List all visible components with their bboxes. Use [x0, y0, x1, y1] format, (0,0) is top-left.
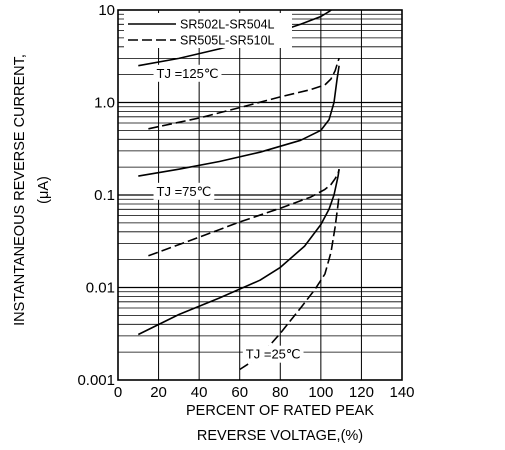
- legend-label: SR505L-SR510L: [180, 34, 275, 48]
- y-axis-title: INSTANTANEOUS REVERSE CURRENT,: [12, 54, 28, 326]
- x-tick-label: 140: [389, 384, 414, 401]
- y-axis-title: (μA): [36, 176, 52, 204]
- x-axis-title: PERCENT OF RATED PEAK: [186, 403, 374, 419]
- series-line-25c-dashed: [239, 194, 340, 371]
- grid-lines: [117, 9, 403, 381]
- series-lines: [137, 10, 340, 371]
- legend: SR502L-SR504L SR505L-SR510L: [124, 13, 292, 48]
- x-tick-label: 60: [231, 384, 248, 401]
- y-tick-label: 1.0: [94, 95, 115, 112]
- y-tick-label: 10: [98, 2, 115, 19]
- x-tick-label: 40: [191, 384, 208, 401]
- temperature-label: TJ =75℃: [157, 184, 212, 199]
- legend-box: [124, 13, 292, 48]
- temperature-label: TJ =25℃: [246, 347, 301, 362]
- tick-labels: 0 20 40 60 80 100 120 140 0.001 0.01 0.1 1.0 10: [77, 2, 414, 401]
- plot-frame: [117, 9, 403, 381]
- x-tick-label: 80: [272, 384, 289, 401]
- series-line-75c-solid: [138, 65, 340, 177]
- annotation-background: [153, 64, 222, 82]
- axis-titles: PERCENT OF RATED PEAK REVERSE VOLTAGE,(%)…: [12, 54, 374, 444]
- series-line-125c-dashed: [148, 58, 340, 130]
- series-line-25c-solid: [137, 169, 340, 336]
- x-tick-label: 100: [308, 384, 333, 401]
- y-tick-label: 0.1: [94, 187, 115, 204]
- y-tick-label: 0.001: [77, 372, 115, 389]
- temperature-label: TJ =125℃: [157, 66, 219, 81]
- y-tick-label: 0.01: [86, 280, 115, 297]
- annotation-background: [153, 182, 215, 200]
- x-tick-label: 20: [150, 384, 167, 401]
- legend-label: SR502L-SR504L: [180, 18, 275, 32]
- series-line-75c-dashed: [148, 169, 340, 257]
- annotation-background: [242, 345, 304, 363]
- x-tick-label: 0: [114, 384, 122, 401]
- x-axis-title: REVERSE VOLTAGE,(%): [197, 428, 363, 444]
- series-line-125c-solid: [138, 10, 333, 67]
- annotations: TJ =125℃ TJ =75℃ TJ =25℃: [153, 64, 304, 363]
- x-tick-label: 120: [349, 384, 374, 401]
